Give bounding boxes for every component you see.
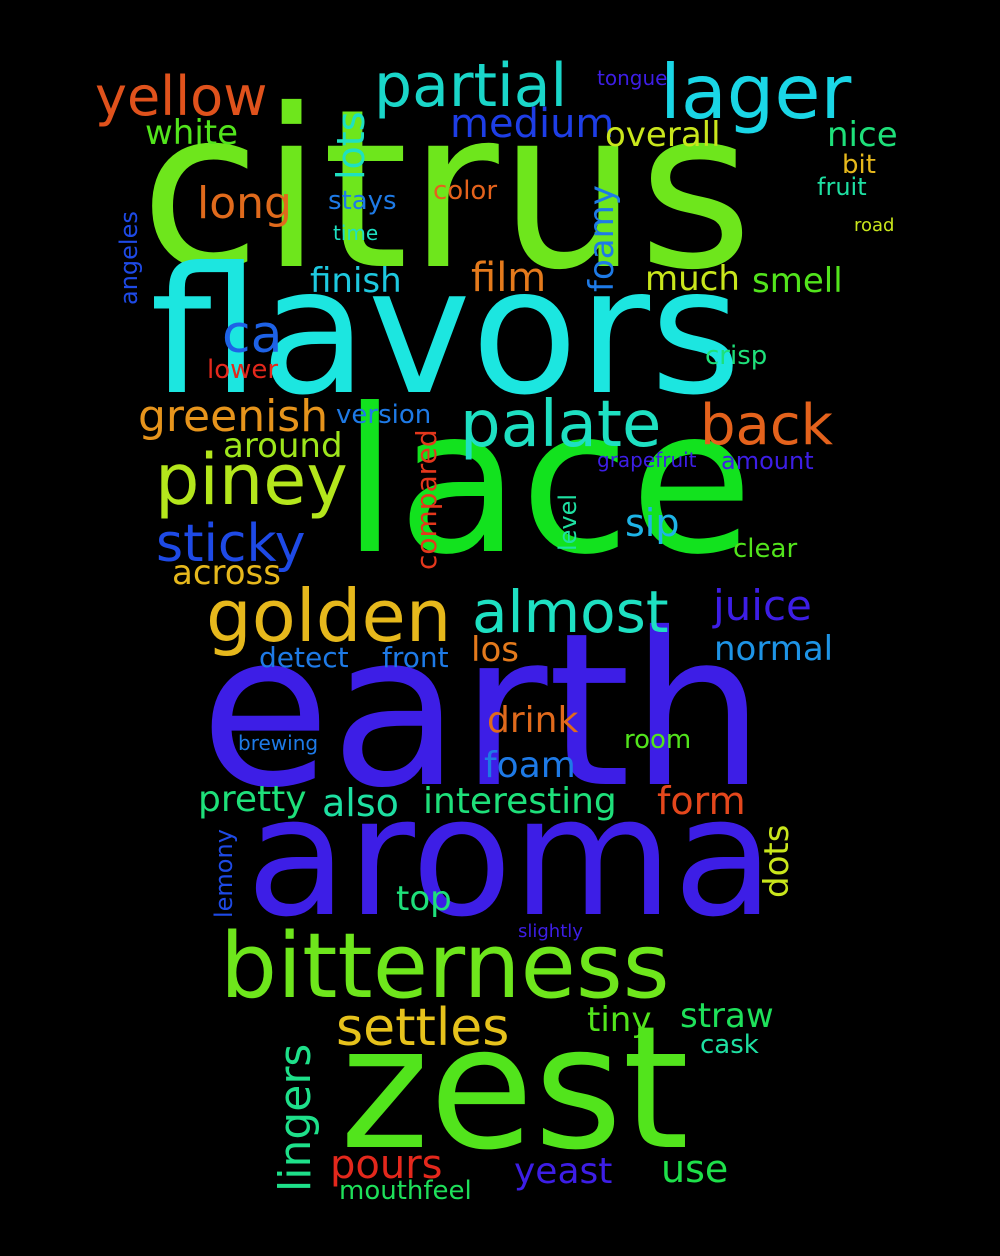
word-white: white	[145, 113, 239, 153]
word-use: use	[661, 1147, 729, 1191]
word-color: color	[433, 176, 498, 206]
word-straw: straw	[680, 996, 774, 1036]
word-partial: partial	[374, 51, 568, 121]
word-level: level	[554, 493, 582, 551]
word-lace: lace	[342, 366, 754, 599]
word-foam: foam	[484, 745, 576, 786]
word-los: los	[471, 630, 519, 670]
word-angeles: angeles	[115, 211, 143, 305]
word-stays: stays	[328, 186, 397, 216]
word-yellow: yellow	[95, 65, 268, 128]
word-lager: lager	[660, 48, 852, 136]
word-sticky: sticky	[156, 514, 306, 574]
word-much: much	[645, 259, 740, 299]
word-sip: sip	[625, 501, 680, 545]
word-bit: bit	[842, 150, 876, 180]
word-fruit: fruit	[817, 173, 867, 201]
word-piney: piney	[155, 439, 348, 521]
word-top: top	[396, 879, 452, 919]
word-crisp: crisp	[705, 341, 768, 371]
word-compared: compared	[410, 429, 443, 570]
word-road: road	[854, 215, 895, 236]
word-foamy: foamy	[582, 185, 622, 292]
word-lemony: lemony	[210, 829, 238, 918]
word-medium: medium	[450, 101, 615, 147]
word-brewing: brewing	[238, 731, 319, 755]
word-lingers: lingers	[270, 1043, 321, 1192]
word-film: film	[471, 255, 547, 301]
word-earth: earth	[200, 587, 765, 834]
word-lots: lots	[329, 111, 373, 180]
word-long: long	[197, 178, 292, 229]
word-almost: almost	[472, 578, 669, 646]
word-tongue: tongue	[597, 66, 668, 90]
word-nice: nice	[827, 115, 898, 155]
word-tiny: tiny	[587, 1000, 652, 1040]
word-room: room	[624, 725, 692, 755]
word-dots: dots	[757, 824, 797, 898]
word-lower: lower	[207, 355, 279, 385]
word-mouthfeel: mouthfeel	[339, 1176, 472, 1206]
word-pours: pours	[330, 1142, 443, 1188]
word-back: back	[700, 393, 834, 458]
word-golden: golden	[206, 574, 452, 658]
word-aroma: aroma	[246, 761, 775, 953]
word-yeast: yeast	[514, 1151, 613, 1192]
word-smell: smell	[752, 261, 843, 301]
word-across: across	[172, 553, 281, 593]
word-time: time	[333, 221, 379, 245]
word-around: around	[223, 426, 343, 466]
word-zest: zest	[340, 990, 690, 1188]
word-bitterness: bitterness	[220, 914, 670, 1019]
word-normal: normal	[714, 629, 834, 669]
word-palate: palate	[460, 388, 662, 462]
word-citrus: citrus	[140, 62, 753, 318]
word-pretty: pretty	[198, 779, 307, 820]
word-clear: clear	[733, 534, 798, 564]
word-form: form	[657, 779, 746, 823]
word-greenish: greenish	[138, 391, 329, 442]
word-cask: cask	[700, 1030, 759, 1060]
word-interesting: interesting	[423, 781, 617, 822]
word-flavors: flavors	[150, 231, 742, 434]
word-juice: juice	[713, 581, 812, 630]
word-grapefruit: grapefruit	[597, 448, 697, 472]
word-finish: finish	[310, 261, 402, 301]
word-amount: amount	[721, 447, 814, 475]
word-front: front	[382, 641, 449, 674]
word-also: also	[322, 781, 399, 825]
word-overall: overall	[605, 115, 721, 155]
word-drink: drink	[487, 700, 579, 741]
word-version: version	[336, 400, 432, 430]
word-ca: ca	[222, 305, 283, 365]
word-detect: detect	[259, 641, 349, 674]
word-settles: settles	[336, 998, 510, 1058]
word-slightly: slightly	[518, 921, 583, 942]
